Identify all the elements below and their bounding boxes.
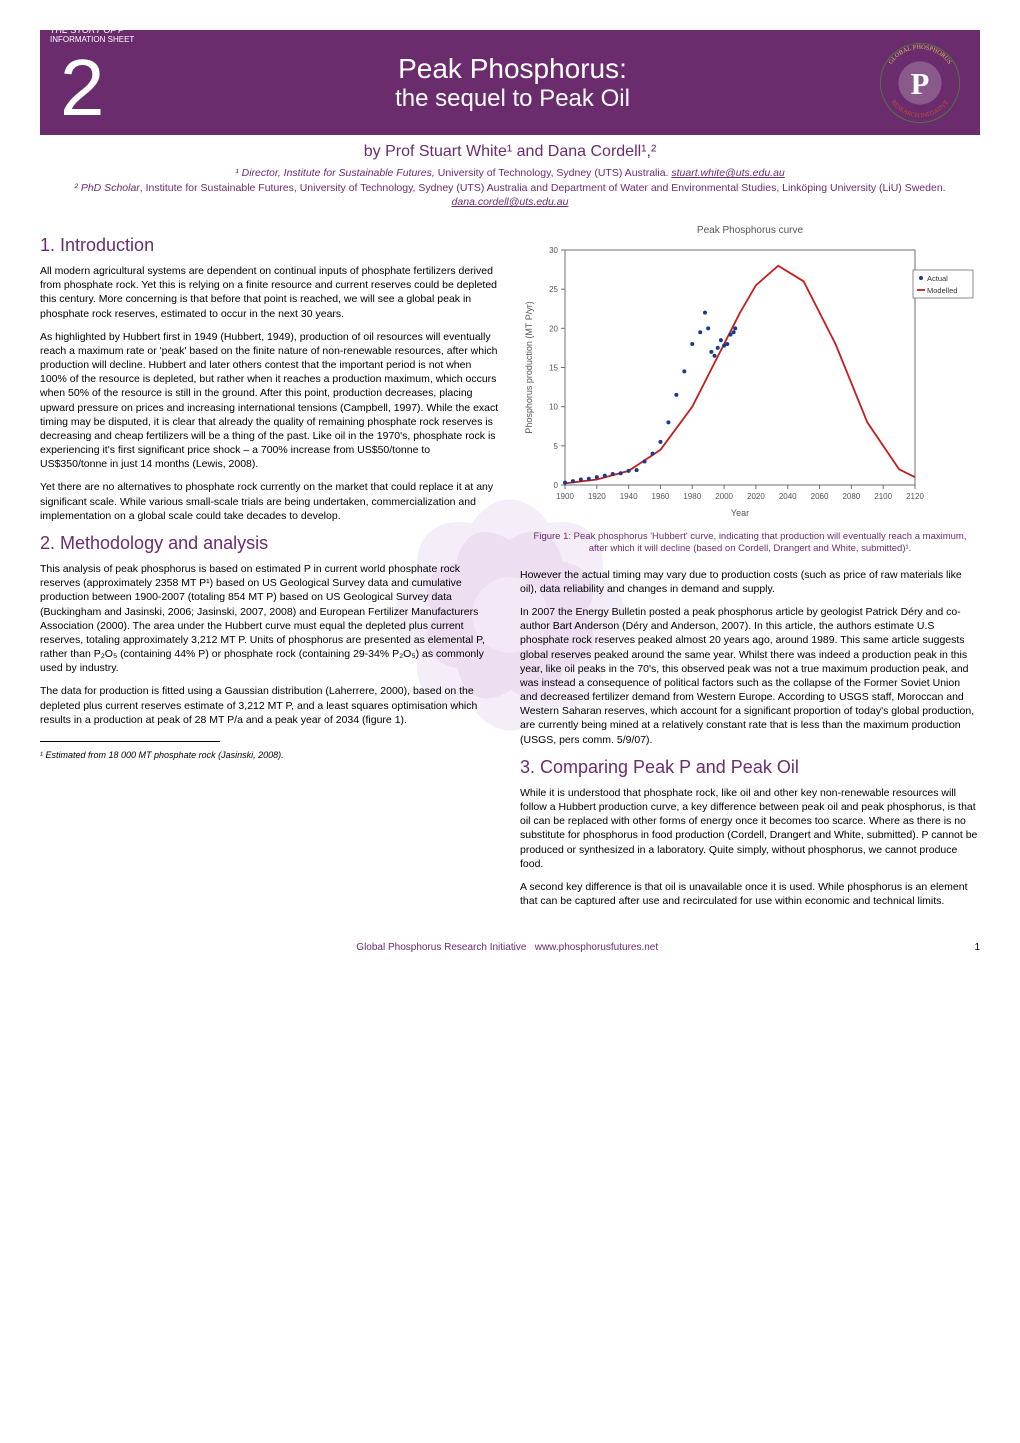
s3-p1: While it is understood that phosphate ro…	[520, 786, 980, 871]
svg-text:5: 5	[554, 442, 559, 451]
right-p1: However the actual timing may vary due t…	[520, 568, 980, 596]
aff1-email-link[interactable]: stuart.white@uts.edu.au	[671, 167, 784, 179]
title-line1: Peak Phosphorus:	[150, 53, 875, 85]
svg-text:2020: 2020	[747, 492, 765, 501]
right-column: Peak Phosphorus curve 0 5 10 15 20 25 30 1900 19…	[520, 225, 980, 917]
aff2: ² PhD Scholar, Institute for Sustainable…	[74, 182, 945, 209]
svg-text:Actual: Actual	[927, 274, 948, 283]
header-bar: THE STORY OF P INFORMATION SHEET 2 Peak …	[40, 30, 980, 135]
svg-text:Phosphorus production (MT P/yr: Phosphorus production (MT P/yr)	[524, 301, 534, 433]
svg-text:Modelled: Modelled	[927, 286, 957, 295]
peak-phosphorus-chart: 0 5 10 15 20 25 30 1900 1920 1940 1960 1980 2000 2020…	[520, 240, 980, 520]
svg-text:25: 25	[549, 285, 558, 294]
footer-org: Global Phosphorus Research Initiative	[356, 942, 526, 953]
section-2-title: 2. Methodology and analysis	[40, 533, 500, 554]
s2-p1: This analysis of peak phosphorus is base…	[40, 562, 500, 675]
left-column: 1. Introduction All modern agricultural …	[40, 225, 500, 917]
chart-container: Peak Phosphorus curve 0 5 10 15 20 25 30 1900 19…	[520, 225, 980, 523]
info-line2: INFORMATION SHEET	[50, 35, 134, 44]
svg-text:1900: 1900	[556, 492, 574, 501]
svg-text:2000: 2000	[715, 492, 733, 501]
content-columns: 1. Introduction All modern agricultural …	[40, 225, 980, 917]
svg-text:2120: 2120	[906, 492, 924, 501]
svg-text:1940: 1940	[620, 492, 638, 501]
s3-p2: A second key difference is that oil is u…	[520, 880, 980, 908]
info-line1: THE STORY OF P	[50, 25, 134, 35]
s1-p1: All modern agricultural systems are depe…	[40, 264, 500, 321]
title-line2: the sequel to Peak Oil	[150, 85, 875, 113]
svg-text:0: 0	[554, 481, 559, 490]
s1-p3: Yet there are no alternatives to phospha…	[40, 480, 500, 523]
page-number: 1	[974, 942, 980, 953]
footnote-separator	[40, 741, 220, 742]
svg-text:2040: 2040	[779, 492, 797, 501]
svg-text:30: 30	[549, 246, 558, 255]
s1-p2: As highlighted by Hubbert first in 1949 …	[40, 330, 500, 472]
logo-icon: GLOBAL PHOSPHORUS RESEARCH INITIATIVE P	[875, 38, 965, 128]
footer-link[interactable]: www.phosphorusfutures.net	[535, 942, 658, 953]
svg-text:2100: 2100	[874, 492, 892, 501]
footnote-text: ¹ Estimated from 18 000 MT phosphate roc…	[40, 750, 500, 760]
right-p2: In 2007 the Energy Bulletin posted a pea…	[520, 605, 980, 747]
svg-text:P: P	[911, 66, 930, 100]
svg-text:1960: 1960	[652, 492, 670, 501]
s2-p2: The data for production is fitted using …	[40, 684, 500, 727]
title-block: Peak Phosphorus: the sequel to Peak Oil	[150, 53, 875, 113]
svg-text:15: 15	[549, 364, 558, 373]
svg-text:20: 20	[549, 324, 558, 333]
affiliations: ¹ Director, Institute for Sustainable Fu…	[40, 166, 980, 210]
aff1: ¹ Director, Institute for Sustainable Fu…	[235, 167, 785, 179]
sheet-number: 2	[60, 42, 150, 134]
aff2-email-link[interactable]: dana.cordell@uts.edu.au	[452, 196, 569, 208]
svg-text:1980: 1980	[683, 492, 701, 501]
section-3-title: 3. Comparing Peak P and Peak Oil	[520, 757, 980, 778]
svg-text:2060: 2060	[811, 492, 829, 501]
chart-title: Peak Phosphorus curve	[520, 225, 980, 236]
svg-text:2080: 2080	[842, 492, 860, 501]
byline: by Prof Stuart White¹ and Dana Cordell¹,…	[40, 143, 980, 161]
info-box: THE STORY OF P INFORMATION SHEET	[50, 25, 134, 44]
footer: Global Phosphorus Research Initiative ww…	[40, 942, 980, 953]
section-1-title: 1. Introduction	[40, 235, 500, 256]
svg-text:1920: 1920	[588, 492, 606, 501]
svg-text:10: 10	[549, 403, 558, 412]
figure-caption: Figure 1: Peak phosphorus 'Hubbert' curv…	[520, 531, 980, 556]
svg-text:Year: Year	[731, 508, 749, 518]
